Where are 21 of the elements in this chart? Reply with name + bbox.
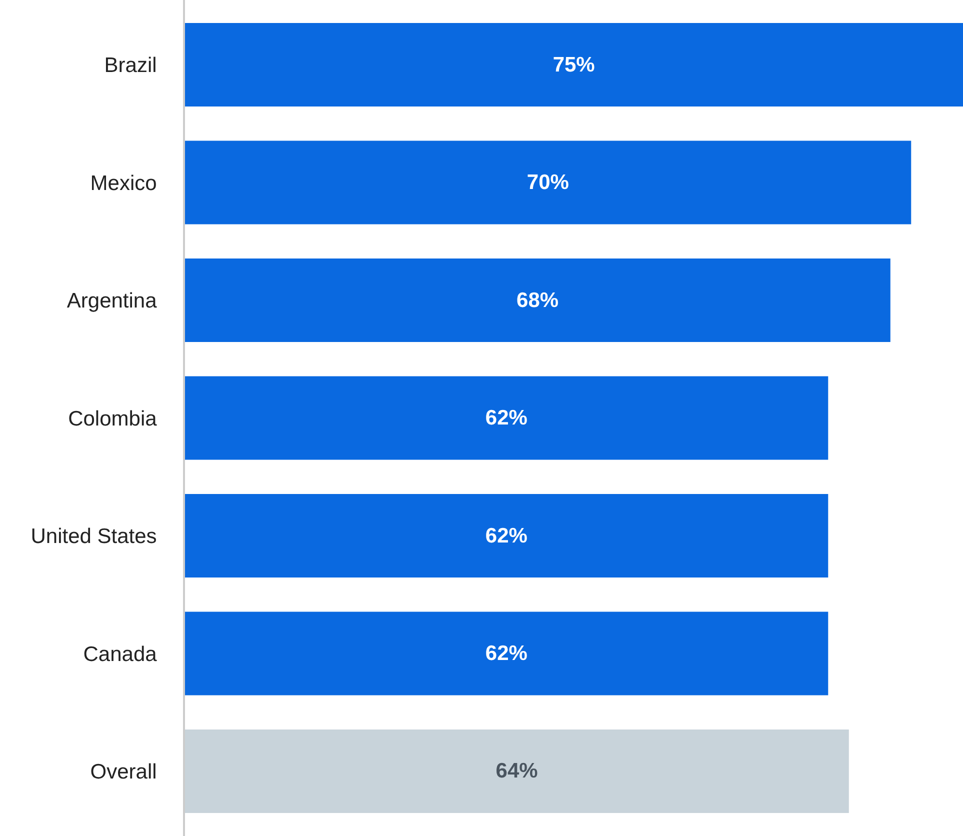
bar	[185, 612, 828, 696]
bar	[185, 22, 963, 107]
bar	[185, 258, 890, 342]
bar	[185, 494, 828, 578]
y-tick-label: United States	[30, 525, 157, 548]
data-label: 70%	[526, 171, 570, 194]
data-label: 62%	[485, 642, 528, 665]
data-label: 62%	[485, 524, 528, 548]
bar	[185, 140, 912, 224]
bar	[185, 376, 828, 460]
bar	[185, 729, 849, 814]
data-label: 75%	[552, 53, 596, 76]
data-label: 62%	[485, 406, 528, 430]
y-tick-label: Mexico	[90, 172, 157, 195]
y-tick-label: Argentina	[66, 290, 158, 313]
data-label: 68%	[516, 288, 559, 312]
y-tick-label: Canada	[83, 642, 158, 666]
y-tick-label: Colombia	[68, 407, 158, 430]
y-tick-label: Overall	[90, 760, 157, 784]
data-label: 64%	[496, 760, 538, 783]
y-tick-label: Brazil	[104, 54, 157, 78]
